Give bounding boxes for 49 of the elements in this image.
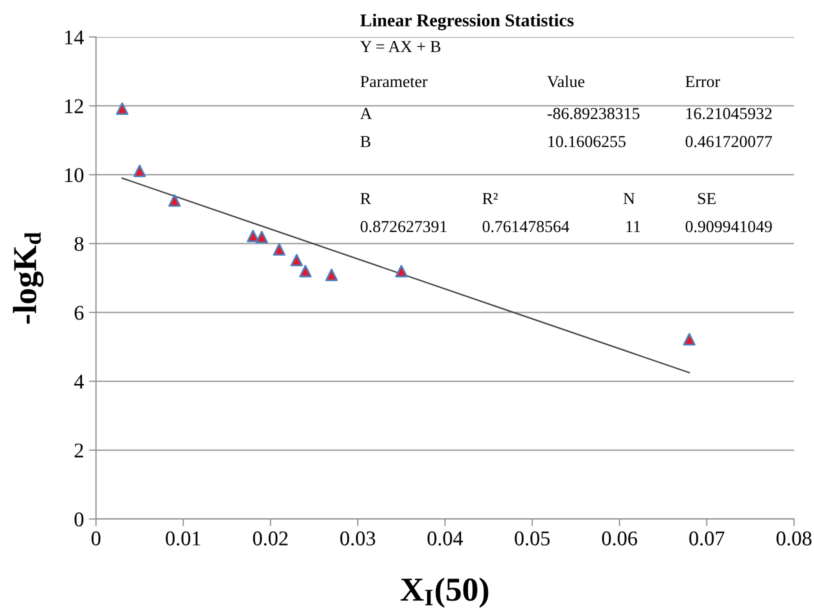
y-tick-label: 2	[74, 444, 84, 458]
x-tick-label: 0.07	[689, 531, 724, 546]
annotation: SE	[698, 192, 716, 204]
annotation: 0.872627391	[360, 220, 446, 232]
point	[273, 243, 286, 256]
annotation: 0.909941049	[686, 220, 772, 232]
y-tick-label: 8	[74, 236, 84, 252]
annotation: R²	[482, 193, 498, 204]
y-tick-label: 14	[65, 30, 84, 44]
x-tick-label: 0.04	[428, 531, 463, 546]
y-tick-label: 0	[74, 512, 84, 526]
point	[246, 230, 260, 242]
annotation: 16.21045932	[686, 108, 772, 120]
y-axis-title: -logK$_{d}$	[12, 232, 44, 324]
point	[116, 102, 128, 115]
x-tick-label: 0.03	[340, 531, 376, 546]
annotation: Value	[547, 75, 584, 88]
annotation: Parameter	[360, 76, 428, 88]
point	[133, 164, 146, 178]
annotation: N	[623, 193, 635, 204]
annotation: 11	[626, 221, 640, 232]
x-tick-label: 0.06	[602, 531, 638, 546]
point	[168, 194, 181, 207]
point	[395, 264, 408, 278]
y-tick-label: 12	[65, 99, 84, 114]
point	[683, 333, 696, 346]
x-tick-label: 0.01	[166, 531, 200, 546]
annotation: 0.761478564	[482, 220, 570, 232]
x-axis-title: X$_{I}$(50)	[400, 577, 488, 608]
y-tick-label: 10	[65, 168, 84, 182]
point	[299, 264, 312, 278]
x-tick-label: 0.05	[514, 531, 550, 546]
annotation: -86.89238315	[548, 108, 640, 120]
point	[325, 268, 338, 282]
y-tick-label: 4	[74, 374, 84, 389]
annotation: R	[360, 193, 372, 204]
annotation: Error	[685, 76, 720, 88]
annotation: A	[360, 108, 372, 120]
text: Linear Regression Statistics	[360, 14, 574, 30]
point	[256, 230, 268, 244]
annotation: B	[360, 136, 370, 148]
x-tick-label: 0.02	[253, 531, 288, 546]
x-tick-label: 0	[92, 531, 100, 546]
y-tick-label: 6	[74, 306, 84, 320]
point	[290, 254, 303, 266]
annotation: 0.461720077	[686, 136, 772, 148]
x-tick-label: 0.08	[776, 531, 812, 546]
annotation: Y = AX + B	[360, 41, 440, 52]
annotation: 10.1606255	[548, 136, 626, 148]
